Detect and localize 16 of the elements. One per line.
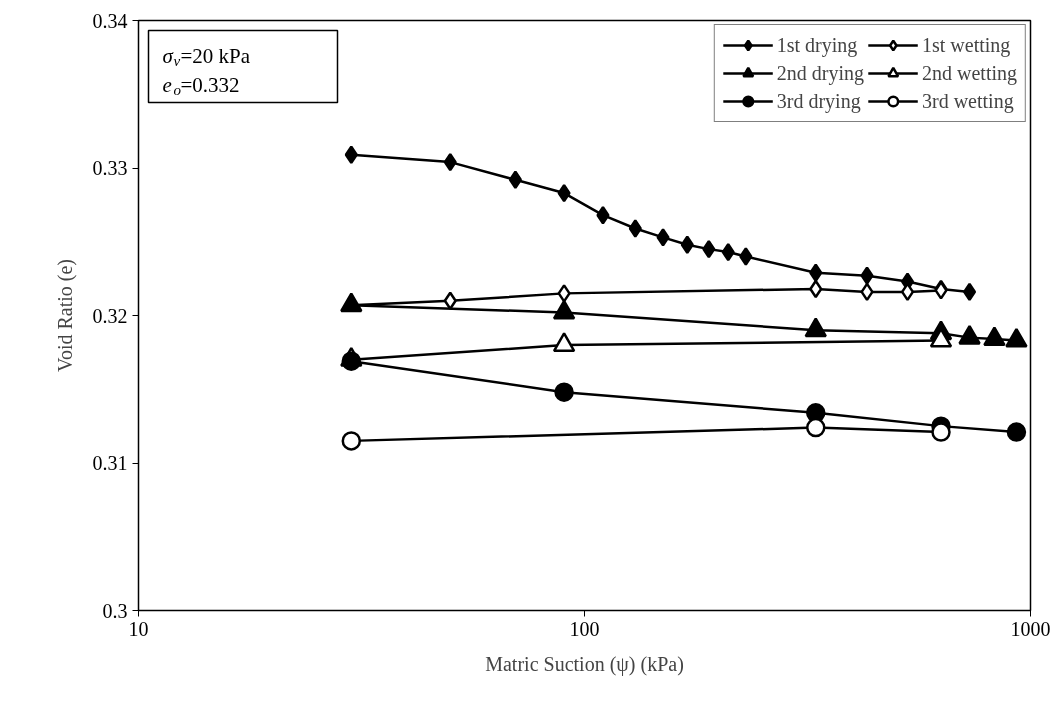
y-tick-label: 0.31 — [92, 452, 128, 474]
x-axis-title: Matric Suction (ψ) (kPa) — [485, 652, 684, 676]
y-tick-label: 0.34 — [92, 9, 128, 32]
legend-label: 3rd drying — [776, 89, 861, 113]
y-axis-title: Void Ratio (e) — [53, 259, 77, 372]
x-tick-label: 100 — [569, 617, 600, 640]
x-tick-label: 10 — [128, 617, 149, 640]
legend-label: 3rd wetting — [922, 89, 1014, 113]
y-tick-label: 0.32 — [92, 304, 128, 327]
legend-label: 2nd drying — [776, 61, 864, 85]
y-tick-label: 0.33 — [92, 157, 128, 179]
legend-label: 1st wetting — [922, 33, 1011, 57]
y-tick-label: 0.3 — [102, 599, 128, 622]
x-tick-label: 1000 — [1010, 617, 1051, 640]
legend-label: 2nd wetting — [922, 61, 1017, 85]
legend-label: 1st drying — [776, 33, 858, 57]
